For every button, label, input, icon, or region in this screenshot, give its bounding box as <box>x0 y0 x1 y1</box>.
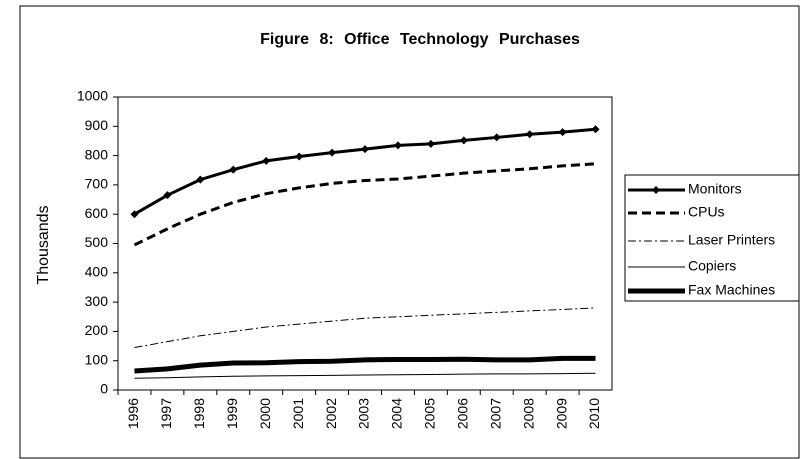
x-tick-label: 1999 <box>224 398 240 429</box>
point-marker <box>426 139 435 148</box>
point-marker <box>262 156 271 165</box>
legend-label: CPUs <box>688 204 725 220</box>
legend-box <box>624 174 800 302</box>
x-tick-label: 2004 <box>389 398 405 429</box>
point-marker <box>525 130 534 139</box>
y-tick-label: 400 <box>85 264 109 280</box>
x-tick-label: 2005 <box>422 398 438 429</box>
x-tick-label: 1996 <box>125 398 141 429</box>
point-marker <box>361 145 369 154</box>
series-line <box>134 355 596 374</box>
chart-title: Figure 8: Office Technology Purchases <box>260 31 580 48</box>
legend-label: Laser Printers <box>688 232 775 248</box>
point-marker <box>459 136 468 145</box>
y-tick-label: 100 <box>85 351 109 367</box>
y-tick-label: 200 <box>85 322 109 338</box>
series-line <box>134 307 596 349</box>
point-marker <box>558 128 567 137</box>
point-marker <box>393 141 402 150</box>
y-tick-label: 500 <box>85 234 109 250</box>
point-marker <box>229 165 238 174</box>
x-tick-label: 2008 <box>520 398 536 429</box>
x-tick-label: 2009 <box>553 398 569 429</box>
point-marker <box>295 152 304 161</box>
y-tick-label: 700 <box>85 176 109 192</box>
point-marker <box>196 175 205 184</box>
y-tick-label: 600 <box>85 205 109 221</box>
x-tick-label: 2010 <box>586 398 602 429</box>
x-tick-label: 2001 <box>290 398 306 429</box>
y-axis-label: Thousands <box>35 205 52 284</box>
legend-label: Fax Machines <box>688 282 775 298</box>
series-line <box>134 372 596 379</box>
y-tick-label: 1000 <box>77 88 108 104</box>
x-tick-label: 1998 <box>191 398 207 429</box>
point-marker <box>163 191 172 200</box>
x-tick-label: 2002 <box>323 398 339 429</box>
legend-marker <box>652 186 660 194</box>
point-marker <box>591 125 600 134</box>
legend-label: Copiers <box>688 258 736 274</box>
point-marker <box>130 210 139 219</box>
x-tick-label: 2006 <box>455 398 471 429</box>
point-marker <box>492 133 501 142</box>
y-tick-label: 800 <box>85 146 109 162</box>
y-tick-label: 300 <box>85 293 109 309</box>
x-tick-label: 2000 <box>257 398 273 429</box>
point-marker <box>328 148 337 157</box>
y-tick-label: 0 <box>100 381 108 397</box>
series-line <box>133 162 596 247</box>
legend-label: Monitors <box>688 181 742 197</box>
x-tick-label: 2003 <box>356 398 372 429</box>
y-tick-label: 900 <box>85 117 109 133</box>
x-tick-label: 1997 <box>158 398 174 429</box>
x-tick-label: 2007 <box>487 398 503 429</box>
